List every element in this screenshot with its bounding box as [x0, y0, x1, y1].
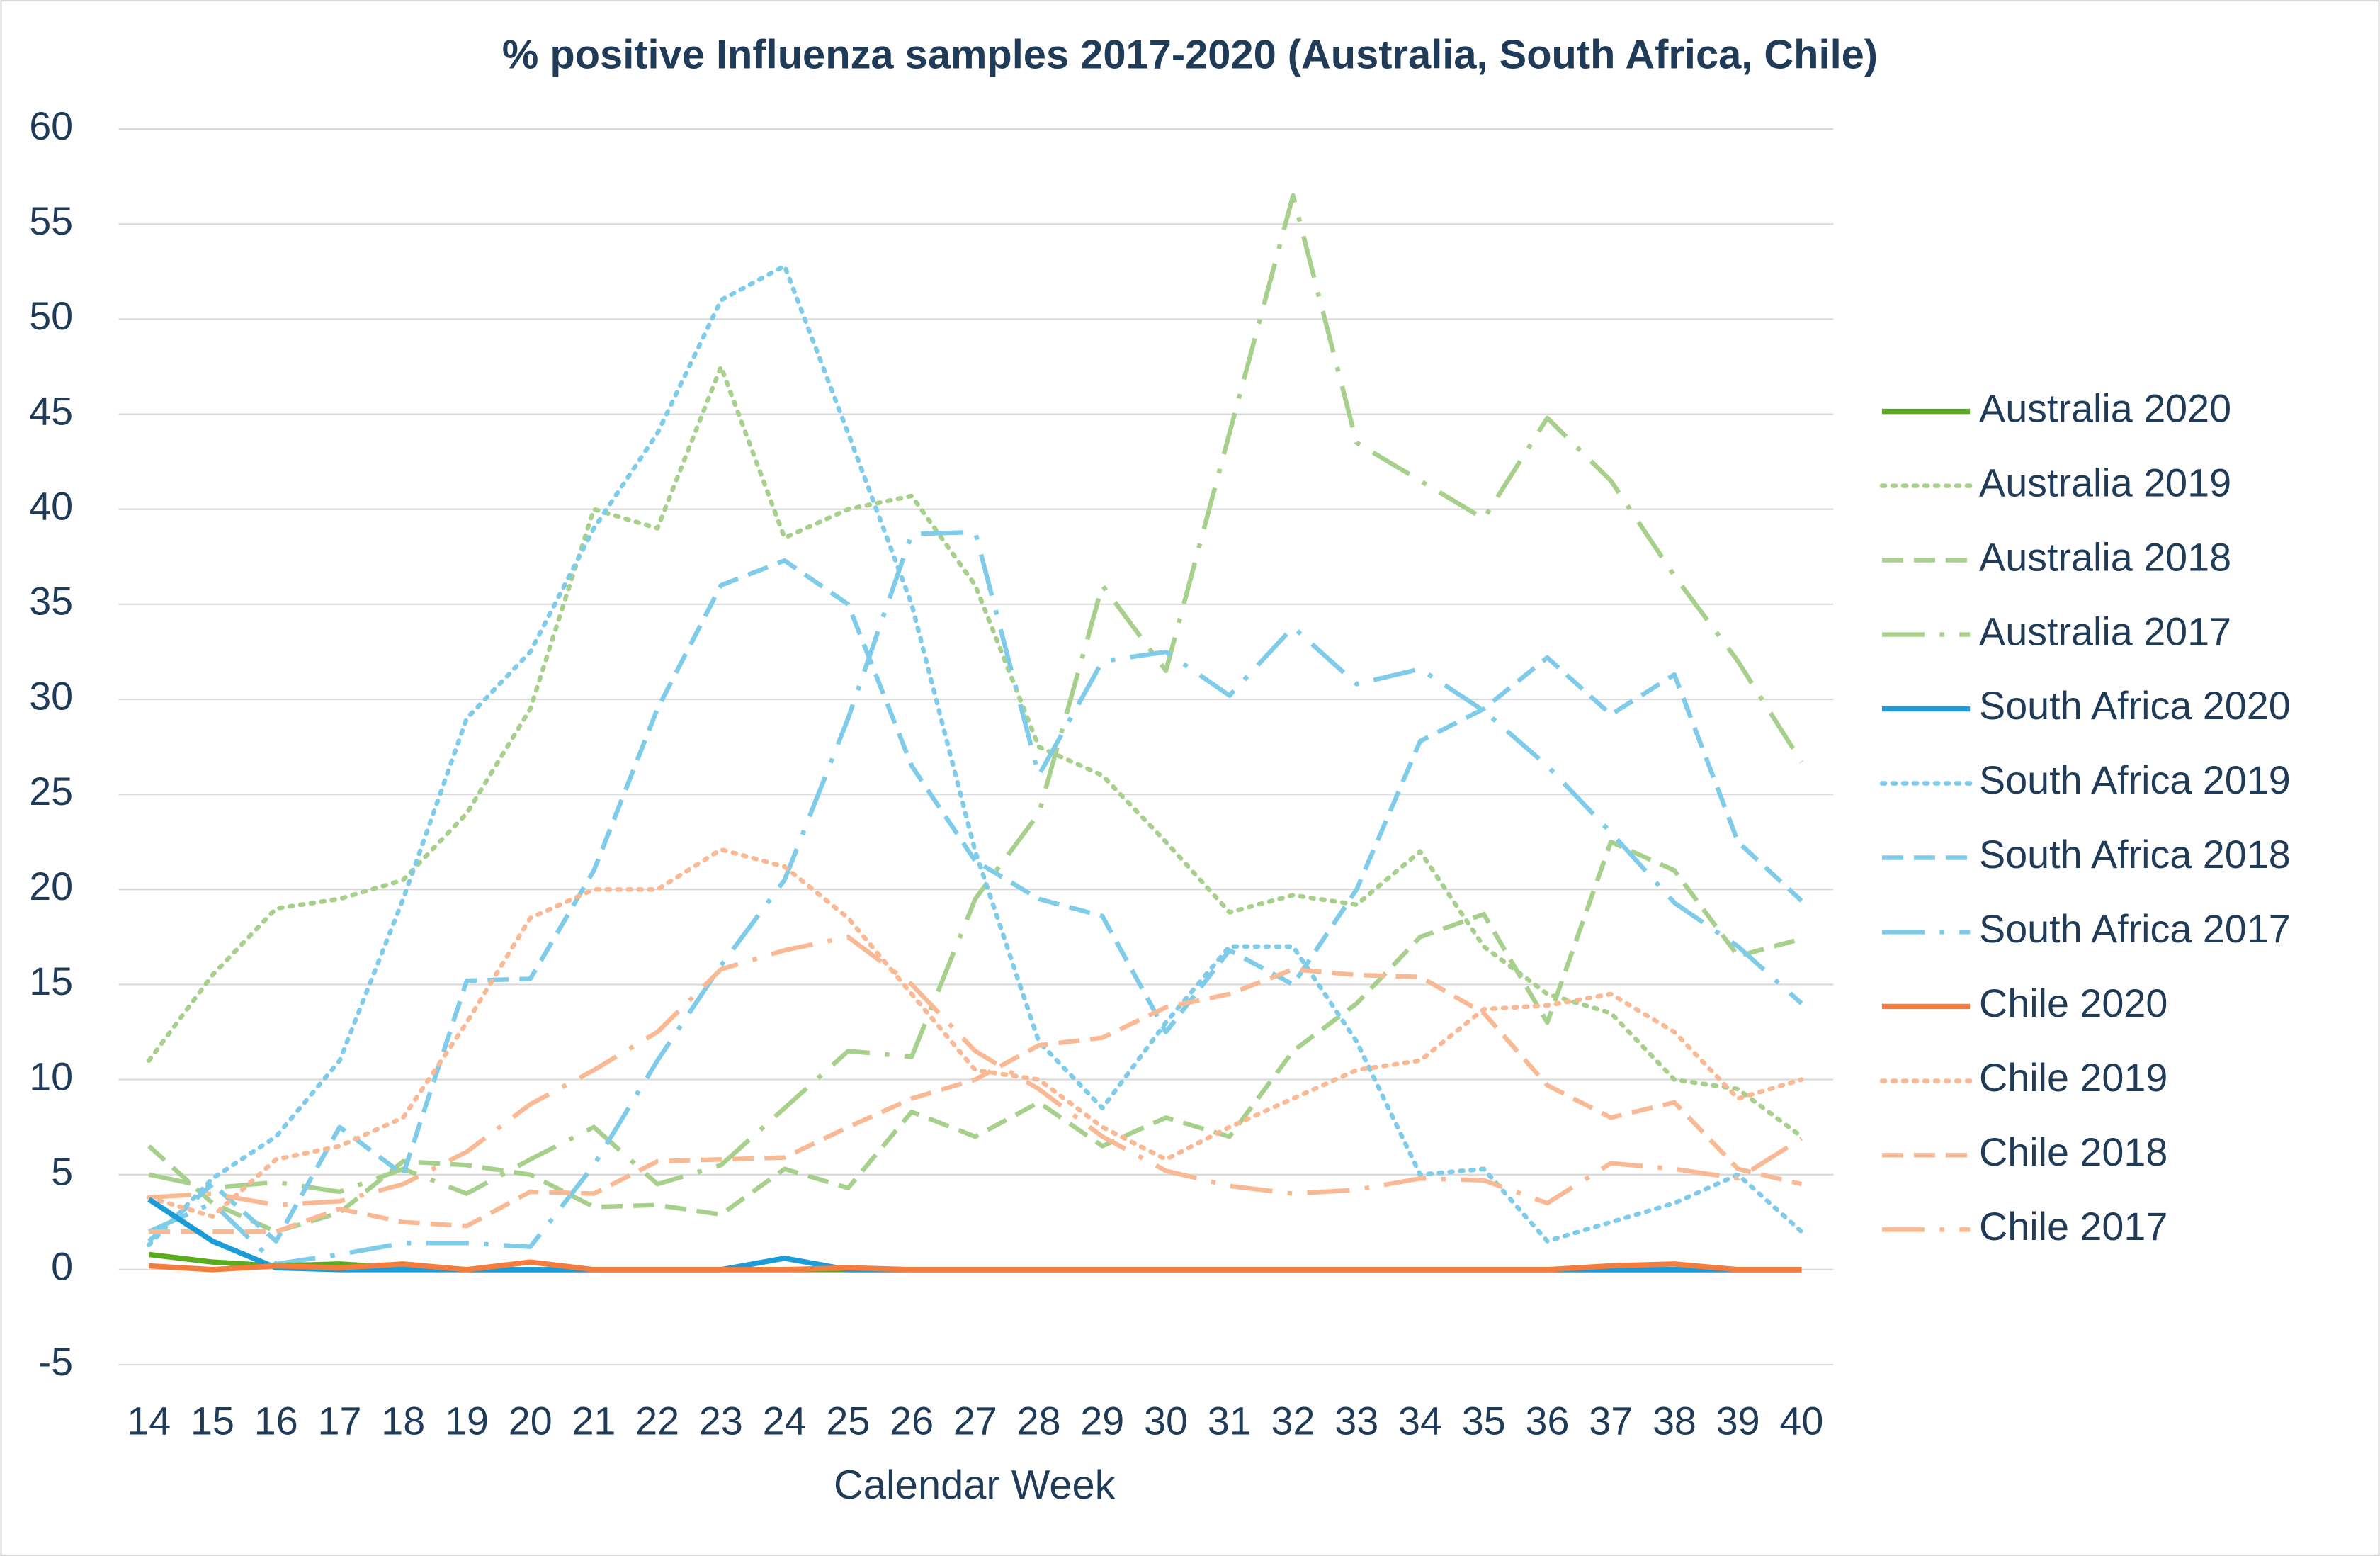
x-tick-label: 15 [191, 1399, 234, 1443]
x-tick-label: 28 [1017, 1399, 1061, 1443]
y-tick-label: 50 [29, 294, 73, 338]
y-tick-label: 25 [29, 769, 73, 813]
x-tick-label: 38 [1653, 1399, 1696, 1443]
x-tick-label: 35 [1462, 1399, 1506, 1443]
x-tick-label: 17 [318, 1399, 362, 1443]
x-tick-label: 19 [445, 1399, 489, 1443]
x-tick-label: 29 [1080, 1399, 1124, 1443]
x-tick-label: 30 [1144, 1399, 1188, 1443]
y-tick-label: 45 [29, 389, 73, 433]
x-tick-label: 33 [1334, 1399, 1378, 1443]
x-tick-label: 16 [254, 1399, 298, 1443]
y-tick-label: 5 [51, 1149, 73, 1193]
legend-label: Australia 2020 [1979, 386, 2231, 430]
series-line [147, 529, 1803, 1267]
x-axis-label: Calendar Week [834, 1462, 1116, 1508]
chart-title: % positive Influenza samples 2017-2020 (… [502, 33, 1878, 78]
x-tick-label: 22 [635, 1399, 679, 1443]
y-tick-label: 40 [29, 484, 73, 528]
series-line [147, 847, 1804, 1219]
legend-label: Australia 2019 [1979, 461, 2231, 504]
y-tick-label: 15 [29, 959, 73, 1003]
legend-label: Australia 2018 [1979, 535, 2231, 579]
legend-label: Australia 2017 [1979, 609, 2231, 653]
x-tick-label: 37 [1589, 1399, 1633, 1443]
y-tick-label: 60 [29, 104, 73, 148]
legend-label: South Africa 2018 [1979, 833, 2291, 876]
legend-label: Chile 2018 [1979, 1130, 2168, 1174]
y-tick-label: 20 [29, 864, 73, 908]
y-tick-label: -5 [38, 1340, 74, 1384]
legend-label: Chile 2020 [1979, 981, 2168, 1025]
series-line [147, 558, 1803, 1244]
series-line [149, 935, 1803, 1207]
x-tick-label: 20 [509, 1399, 552, 1443]
series-line [148, 193, 1804, 1196]
y-tick-label: 30 [29, 675, 73, 718]
x-tick-label: 18 [381, 1399, 425, 1443]
legend-label: Chile 2019 [1979, 1056, 2168, 1100]
series-line [147, 840, 1803, 1234]
series-line [147, 364, 1804, 1139]
y-tick-label: 10 [29, 1054, 73, 1098]
y-tick-label: 35 [29, 580, 73, 624]
x-tick-label: 40 [1779, 1399, 1823, 1443]
x-tick-label: 14 [127, 1399, 171, 1443]
x-tick-label: 25 [826, 1399, 870, 1443]
x-tick-label: 24 [763, 1399, 807, 1443]
y-tick-label: 55 [29, 199, 73, 243]
series-line [149, 966, 1803, 1234]
x-tick-label: 23 [699, 1399, 743, 1443]
legend-label: South Africa 2019 [1979, 758, 2291, 802]
series-line [147, 264, 1804, 1248]
legend-label: South Africa 2017 [1979, 907, 2291, 951]
y-tick-label: 0 [51, 1245, 73, 1289]
x-tick-label: 26 [890, 1399, 934, 1443]
legend-label: South Africa 2020 [1979, 684, 2291, 728]
x-tick-label: 34 [1398, 1399, 1442, 1443]
x-tick-label: 39 [1716, 1399, 1760, 1443]
x-tick-label: 36 [1525, 1399, 1569, 1443]
x-tick-label: 21 [572, 1399, 616, 1443]
x-tick-label: 31 [1208, 1399, 1252, 1443]
x-tick-label: 27 [953, 1399, 997, 1443]
x-tick-label: 32 [1271, 1399, 1315, 1443]
series-line [149, 1259, 1802, 1273]
legend-label: Chile 2017 [1979, 1205, 2168, 1248]
